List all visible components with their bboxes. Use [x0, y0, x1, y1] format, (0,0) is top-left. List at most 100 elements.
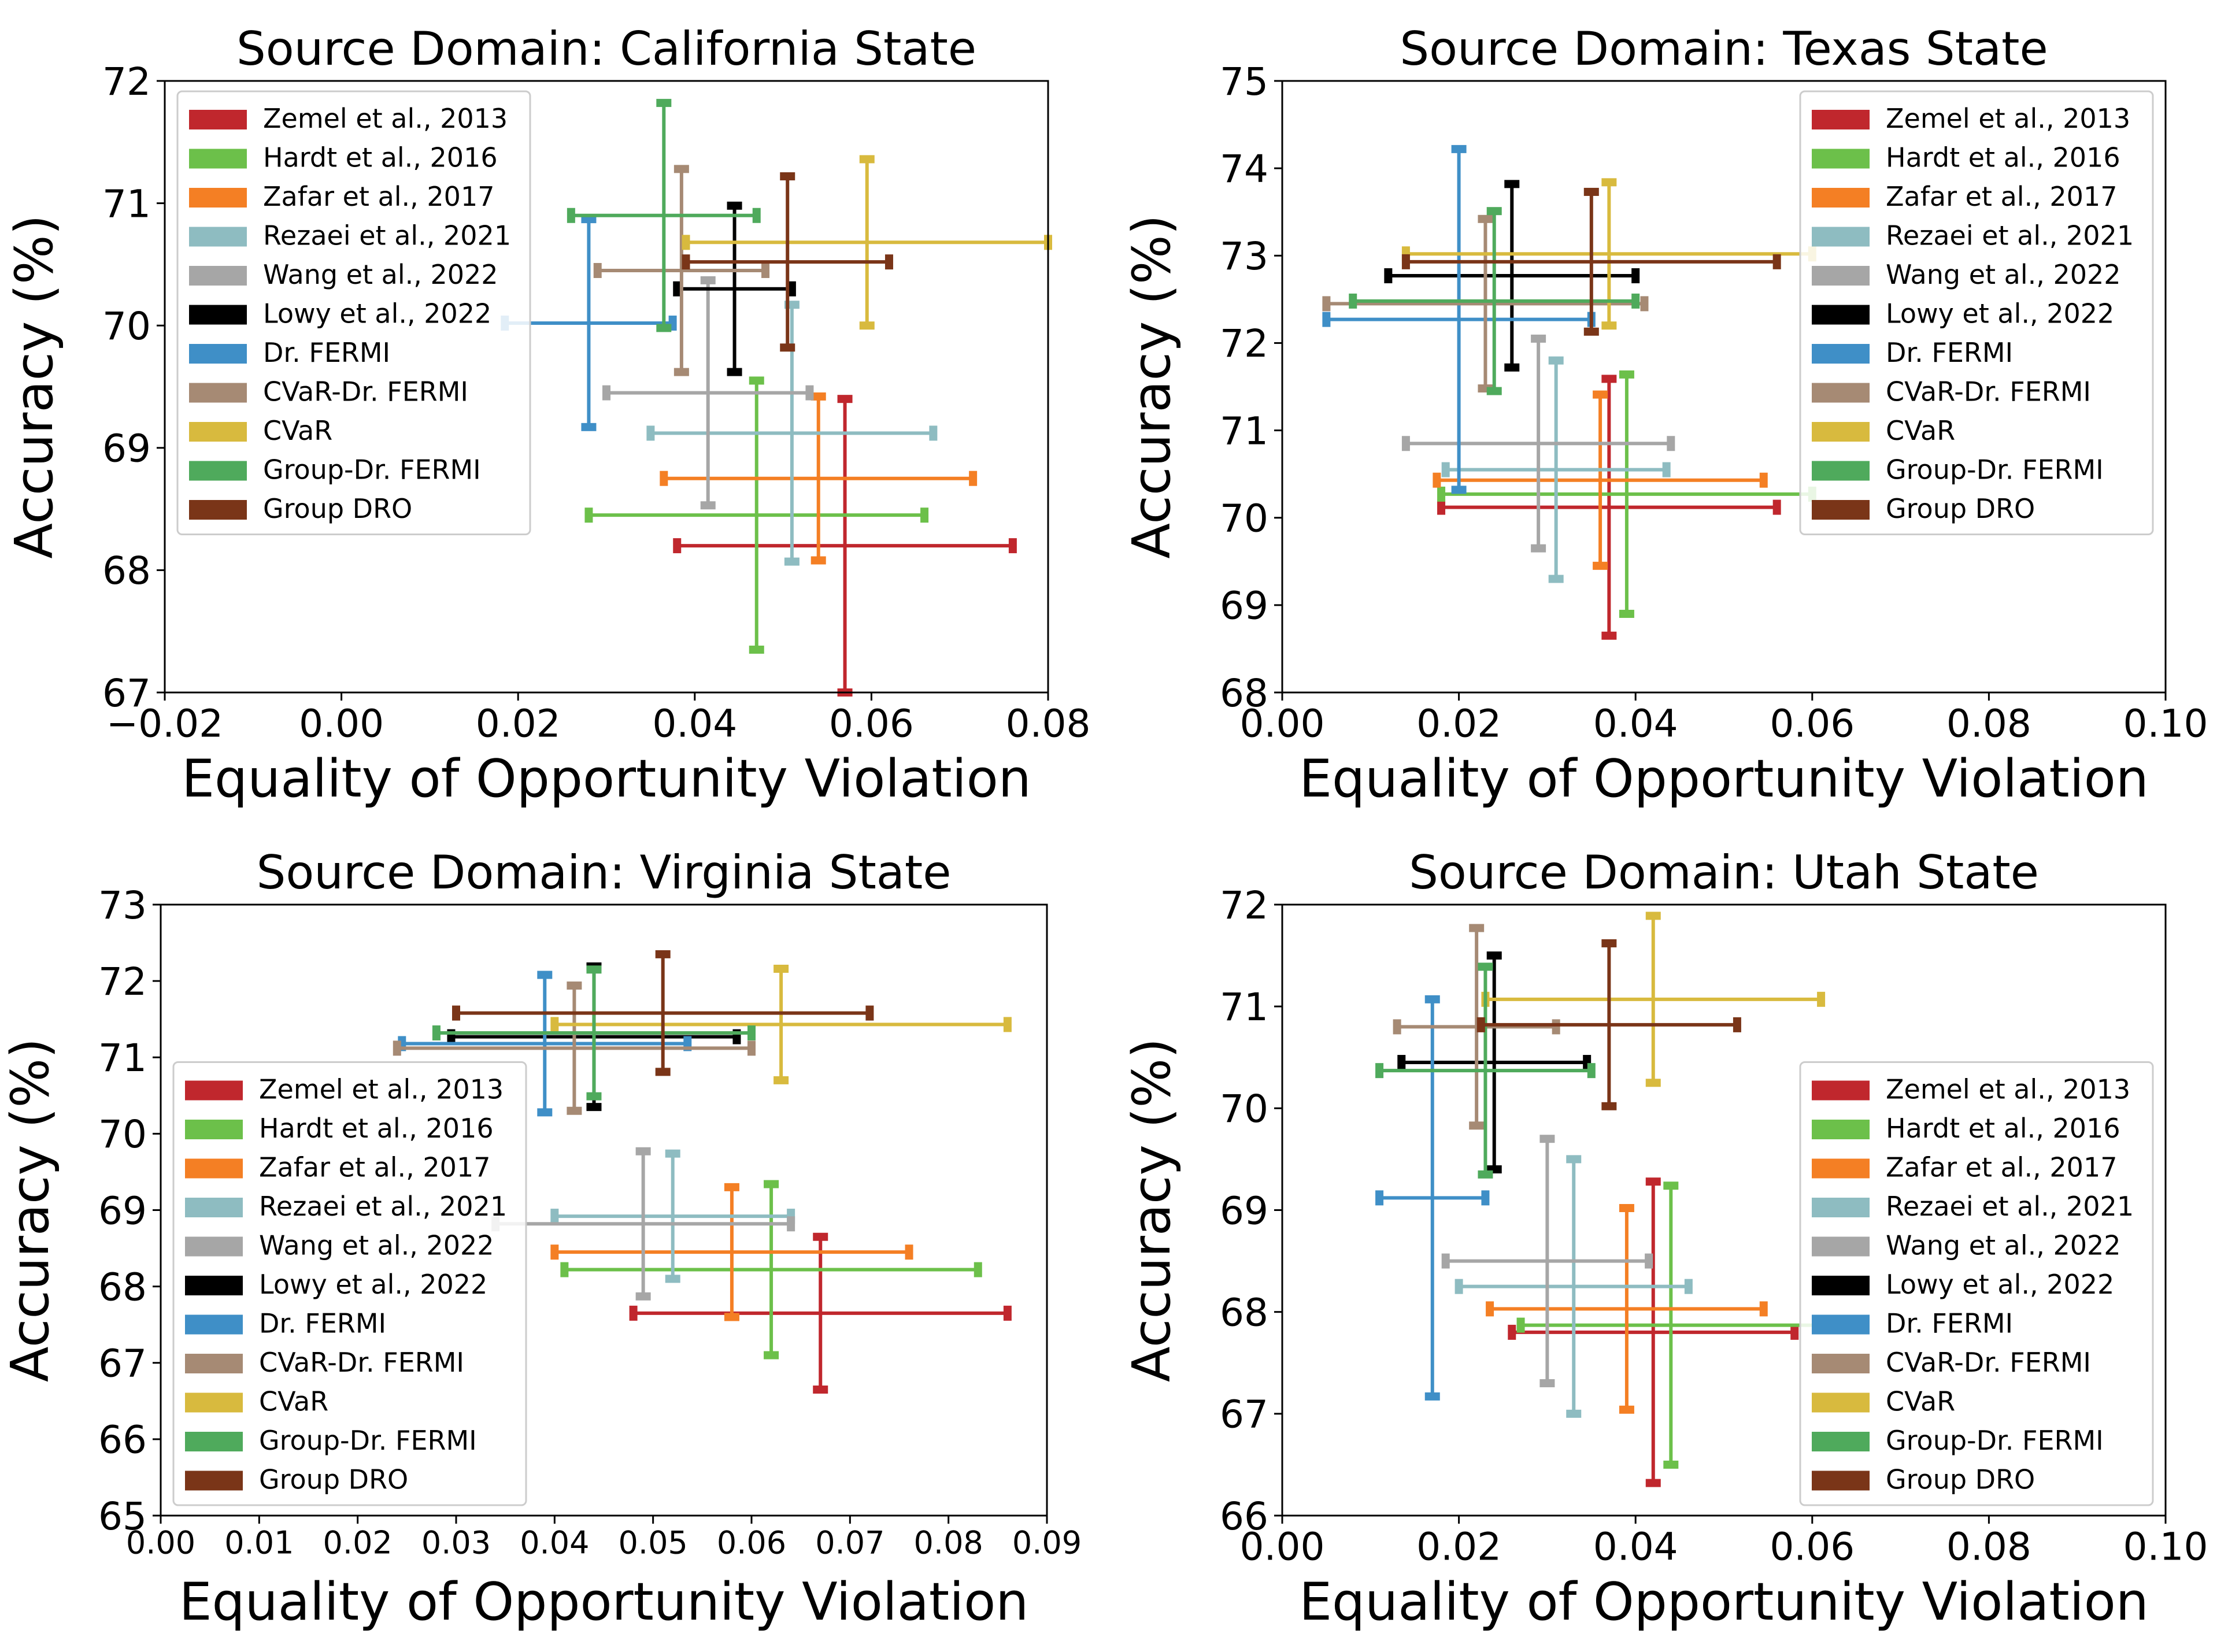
- x-error-cap: [1393, 1019, 1401, 1035]
- x-error-cap: [1476, 1017, 1485, 1032]
- series-cvar: [550, 964, 1012, 1084]
- series-lowy-et-al-2022: [673, 201, 796, 376]
- y-tick-label: 71: [98, 1036, 147, 1080]
- legend-label: CVaR: [263, 415, 332, 446]
- legend-label: Lowy et al., 2022: [259, 1269, 487, 1300]
- y-error-cap: [586, 1103, 602, 1112]
- x-tick-label: 0.06: [1770, 702, 1855, 746]
- y-error-cap: [1548, 575, 1564, 583]
- series-lowy-et-al-2022: [1384, 180, 1640, 372]
- y-error-cap: [1663, 1460, 1679, 1469]
- x-error-cap: [1667, 436, 1675, 451]
- legend-label: Group DRO: [1886, 493, 2035, 524]
- series-dr-fermi: [1375, 995, 1490, 1401]
- y-error-cap: [1619, 1203, 1634, 1212]
- legend-label: Zafar et al., 2017: [1886, 1152, 2117, 1183]
- y-tick-label: 68: [1220, 1290, 1268, 1335]
- y-axis-label: Accuracy (%): [1122, 214, 1182, 558]
- chart-panels: Source Domain: California State −0.02 0.00…: [0, 22, 2208, 1632]
- legend-swatch: [1812, 188, 1870, 208]
- x-error-cap: [761, 262, 770, 278]
- y-tick-label: 67: [1220, 1392, 1268, 1437]
- x-error-cap: [787, 281, 796, 297]
- x-error-cap: [584, 508, 593, 523]
- series-wang-et-al-2022: [491, 1147, 795, 1301]
- x-error-cap: [1401, 436, 1410, 451]
- x-error-cap: [787, 1216, 795, 1232]
- legend-label: Group-Dr. FERMI: [1886, 1425, 2104, 1456]
- y-error-cap: [537, 1108, 553, 1117]
- legend-label: CVaR-Dr. FERMI: [1886, 376, 2091, 408]
- y-error-cap: [1424, 995, 1440, 1003]
- y-error-cap: [1601, 178, 1617, 187]
- legend-swatch: [1812, 383, 1870, 403]
- y-error-cap: [1504, 363, 1520, 372]
- x-error-cap: [1003, 1017, 1012, 1032]
- legend-label: Rezaei et al., 2021: [1886, 1191, 2134, 1222]
- legend-swatch: [1812, 1392, 1870, 1413]
- legend-swatch: [1812, 1314, 1870, 1335]
- series-zafar-et-al-2017: [660, 392, 978, 565]
- x-tick-label: 0.06: [1770, 1525, 1855, 1569]
- x-error-cap: [1516, 1317, 1525, 1333]
- x-tick-label: 0.00: [1240, 1525, 1325, 1569]
- series-cvar: [682, 155, 1052, 330]
- x-tick-label: 0.08: [1946, 1525, 2031, 1569]
- y-error-cap: [1478, 214, 1493, 223]
- x-error-cap: [682, 235, 690, 250]
- y-error-cap: [537, 971, 553, 979]
- x-error-cap: [1008, 538, 1017, 554]
- series-dr-fermi: [1322, 145, 1596, 494]
- legend-swatch: [185, 1080, 243, 1101]
- y-error-cap: [1504, 180, 1520, 188]
- series-group-dro: [1401, 187, 1781, 336]
- legend-swatch: [1812, 461, 1870, 481]
- y-error-cap: [1566, 1409, 1582, 1418]
- y-error-cap: [1531, 544, 1546, 553]
- x-error-cap: [865, 1005, 874, 1021]
- legend-label: Rezaei et al., 2021: [259, 1191, 507, 1222]
- legend-label: Zemel et al., 2013: [259, 1074, 504, 1105]
- series-dr-fermi: [501, 215, 677, 431]
- y-error-cap: [810, 556, 826, 565]
- y-error-cap: [1601, 631, 1617, 640]
- legend-swatch: [189, 383, 247, 403]
- legend-swatch: [1812, 1276, 1870, 1295]
- legend-swatch: [1812, 1236, 1870, 1257]
- legend-label: Zafar et al., 2017: [263, 181, 494, 212]
- legend-label: CVaR-Dr. FERMI: [263, 376, 468, 408]
- x-error-cap: [974, 1262, 982, 1277]
- y-error-cap: [1601, 1102, 1617, 1110]
- y-error-cap: [1469, 924, 1485, 932]
- x-error-cap: [969, 471, 978, 486]
- y-error-cap: [727, 201, 742, 210]
- x-tick-label: 0.10: [2123, 1525, 2208, 1569]
- legend-swatch: [1812, 305, 1870, 325]
- legend-swatch: [1812, 1354, 1870, 1373]
- y-error-cap: [1645, 1079, 1661, 1087]
- x-error-cap: [747, 1025, 756, 1040]
- y-tick-label: 65: [98, 1494, 147, 1539]
- series-zemel-et-al-2013: [673, 395, 1017, 697]
- legend-swatch: [1812, 422, 1870, 442]
- x-error-cap: [1401, 254, 1410, 269]
- series-wang-et-al-2022: [1401, 334, 1675, 553]
- x-tick-label: 0.06: [829, 702, 914, 746]
- y-error-cap: [1451, 486, 1467, 494]
- x-error-cap: [1437, 486, 1446, 502]
- legend-label: Hardt et al., 2016: [259, 1113, 494, 1144]
- x-error-cap: [629, 1305, 638, 1321]
- legend-swatch: [1812, 344, 1870, 364]
- y-tick-label: 75: [1220, 60, 1268, 104]
- x-error-cap: [1375, 1190, 1384, 1206]
- series-hardt-et-al-2016: [560, 1180, 982, 1360]
- plot-area-frame: [164, 80, 1049, 694]
- legend-label: Wang et al., 2022: [263, 259, 498, 290]
- x-error-cap: [673, 281, 682, 297]
- series-zemel-et-al-2013: [1437, 375, 1781, 640]
- x-error-cap: [747, 1040, 756, 1056]
- x-error-cap: [1631, 268, 1640, 284]
- y-axis-label: Accuracy (%): [1122, 1038, 1182, 1382]
- legend-label: CVaR: [259, 1386, 328, 1417]
- legend-box: [176, 90, 531, 535]
